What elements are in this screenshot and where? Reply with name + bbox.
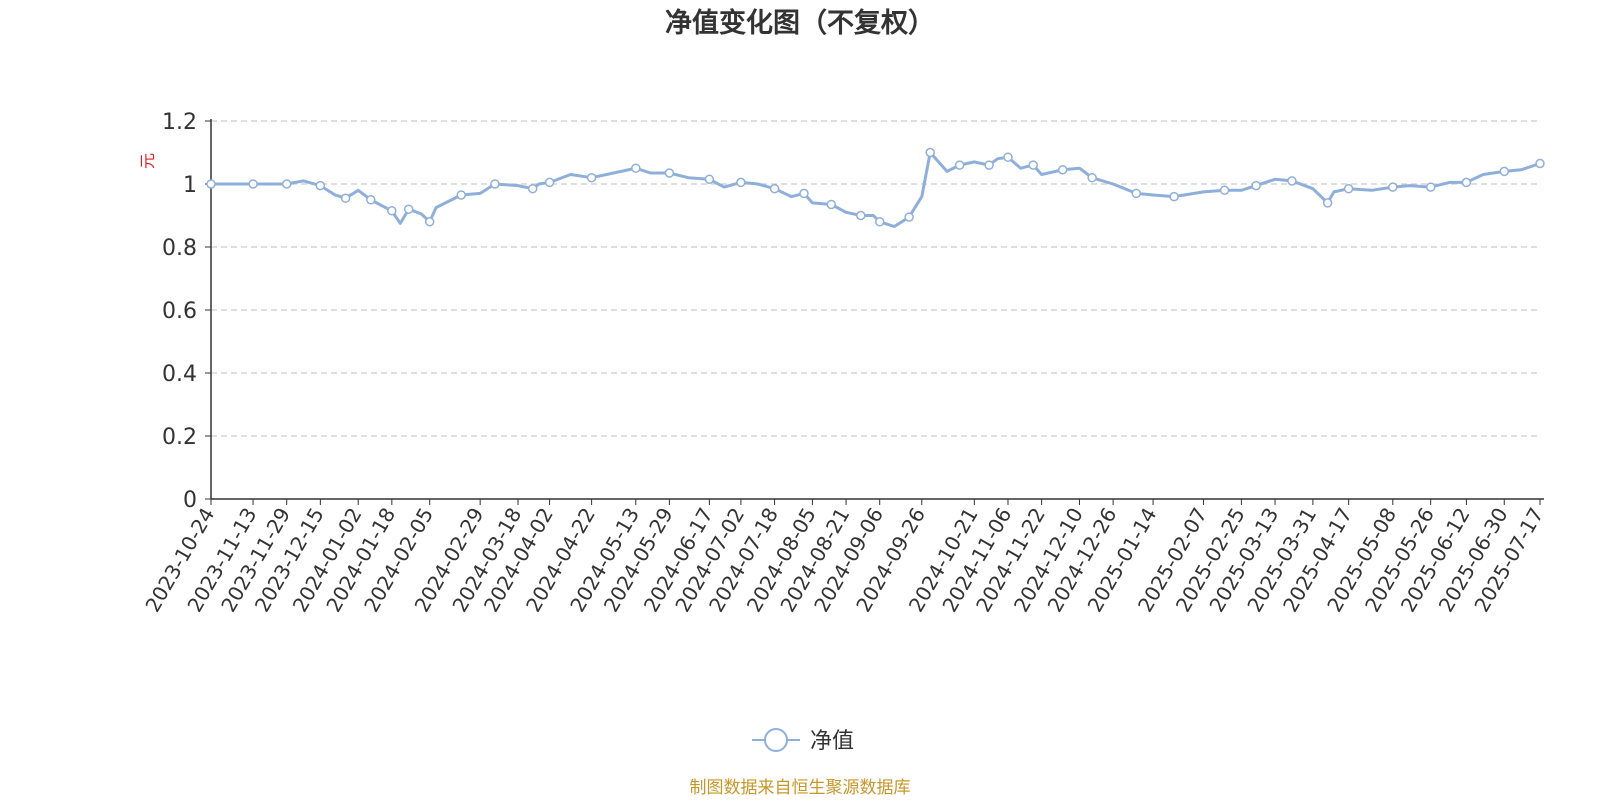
legend-marker: [764, 728, 788, 752]
data-point: [403, 204, 414, 214]
data-point: [826, 199, 837, 210]
y-tick-label: 0.6: [162, 299, 197, 324]
data-point: [631, 163, 641, 173]
data-point: [1169, 191, 1179, 202]
data-point: [1087, 172, 1097, 183]
data-point: [954, 160, 965, 170]
series-line: [209, 151, 1542, 228]
data-point: [856, 210, 866, 221]
data-point: [1388, 182, 1398, 192]
data-point: [1461, 177, 1472, 188]
data-point: [586, 172, 597, 183]
data-point: [874, 217, 885, 227]
data-point: [1219, 185, 1230, 196]
grid-lines: [211, 120, 1540, 437]
x-tick-labels: 2023-10-242023-11-132023-11-292023-12-15…: [140, 503, 1548, 616]
data-point: [984, 160, 994, 170]
y-axis-label: 元: [138, 153, 157, 169]
data-point: [340, 193, 351, 203]
data-point: [387, 206, 397, 216]
data-point: [1499, 166, 1510, 177]
data-point: [769, 183, 780, 194]
series-layer: [206, 147, 1545, 228]
legend-label: 净值: [810, 729, 854, 754]
data-point: [248, 179, 258, 189]
data-point: [1425, 182, 1436, 192]
data-point: [315, 180, 326, 191]
data-point: [1343, 183, 1354, 194]
data-point: [366, 195, 376, 205]
data-point: [544, 177, 555, 188]
data-point: [904, 212, 914, 222]
data-point: [925, 147, 935, 158]
data-point: [736, 177, 746, 188]
data-point: [1003, 152, 1013, 162]
data-point: [704, 174, 715, 185]
y-tick-labels: 0 0.2 0.4 0.6 0.8 1 1.2: [162, 110, 197, 513]
legend[interactable]: 净值: [752, 728, 854, 754]
data-point: [664, 168, 675, 178]
y-tick-label: 1: [183, 173, 197, 198]
data-point: [1251, 180, 1261, 191]
data-point: [206, 179, 216, 189]
data-point: [1057, 165, 1068, 175]
data-point: [490, 179, 500, 189]
data-point: [799, 188, 809, 199]
y-tick-label: 0.8: [162, 236, 197, 261]
data-point: [456, 190, 466, 200]
data-point: [1535, 158, 1545, 169]
data-point: [1287, 176, 1297, 186]
data-point: [527, 183, 538, 194]
data-point: [1131, 188, 1142, 199]
y-tick-label: 0: [183, 488, 197, 513]
y-tick-label: 0.4: [162, 362, 197, 387]
source-footer: 制图数据来自恒生聚源数据库: [690, 778, 911, 798]
chart-title: 净值变化图（不复权）: [665, 7, 935, 39]
axes: [205, 119, 1544, 505]
y-tick-label: 0.2: [162, 425, 197, 450]
y-tick-label: 1.2: [162, 110, 197, 135]
data-point: [281, 179, 292, 189]
data-point: [1322, 198, 1333, 208]
data-point: [1028, 160, 1038, 170]
data-point: [424, 217, 435, 227]
